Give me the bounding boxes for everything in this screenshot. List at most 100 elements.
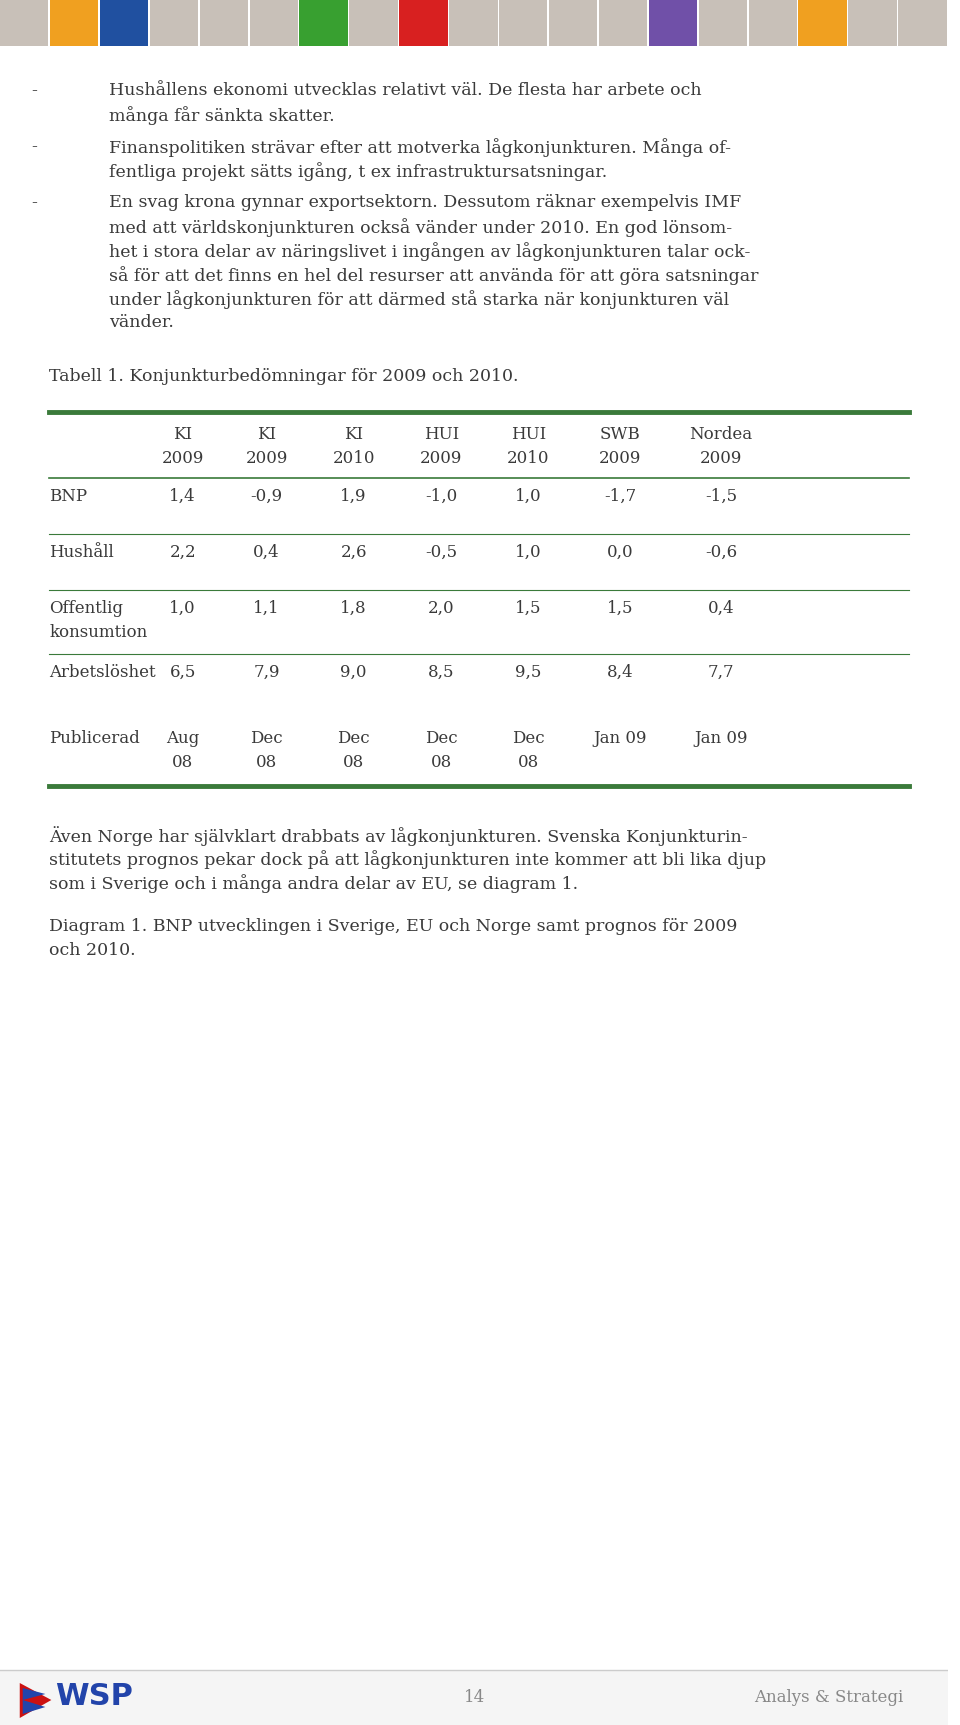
Text: 2009: 2009 <box>161 450 204 467</box>
Text: vänder.: vänder. <box>108 314 174 331</box>
Text: 2010: 2010 <box>507 450 550 467</box>
Text: SWB: SWB <box>600 426 640 443</box>
Text: 08: 08 <box>431 754 452 771</box>
Text: 2010: 2010 <box>332 450 374 467</box>
Text: Hushållens ekonomi utvecklas relativt väl. De flesta har arbete och: Hushållens ekonomi utvecklas relativt vä… <box>108 83 701 98</box>
Text: Publicerad: Publicerad <box>49 730 140 747</box>
Text: 1,5: 1,5 <box>607 600 634 618</box>
Text: 7,7: 7,7 <box>708 664 734 681</box>
Polygon shape <box>23 1689 45 1701</box>
Bar <box>399 0 447 47</box>
Text: med att världskonjunkturen också vänder under 2010. En god lönsom-: med att världskonjunkturen också vänder … <box>108 217 732 236</box>
Bar <box>349 0 397 47</box>
Bar <box>749 0 797 47</box>
Text: 2009: 2009 <box>420 450 463 467</box>
Text: 0,4: 0,4 <box>708 600 734 618</box>
Text: Offentlig: Offentlig <box>49 600 124 618</box>
Text: 1,8: 1,8 <box>340 600 367 618</box>
Text: 9,0: 9,0 <box>341 664 367 681</box>
Text: KI: KI <box>173 426 192 443</box>
Text: Aug: Aug <box>166 730 200 747</box>
Text: 1,0: 1,0 <box>516 488 541 505</box>
Text: Finanspolitiken strävar efter att motverka lågkonjunkturen. Många of-: Finanspolitiken strävar efter att motver… <box>108 138 731 157</box>
Text: Hushåll: Hushåll <box>49 543 114 561</box>
Bar <box>300 0 348 47</box>
Text: 1,9: 1,9 <box>341 488 367 505</box>
Bar <box>699 0 747 47</box>
Text: 2,2: 2,2 <box>169 543 196 561</box>
Text: 08: 08 <box>343 754 364 771</box>
Bar <box>899 0 947 47</box>
Text: och 2010.: och 2010. <box>49 942 136 959</box>
Bar <box>549 0 597 47</box>
Text: som i Sverige och i många andra delar av EU, se diagram 1.: som i Sverige och i många andra delar av… <box>49 875 579 894</box>
Text: -1,0: -1,0 <box>425 488 458 505</box>
Text: Dec: Dec <box>337 730 370 747</box>
Text: WSP: WSP <box>56 1682 133 1711</box>
Text: många får sänkta skatter.: många får sänkta skatter. <box>108 105 334 124</box>
Bar <box>50 0 98 47</box>
Text: fentliga projekt sätts igång, t ex infrastruktursatsningar.: fentliga projekt sätts igång, t ex infra… <box>108 162 607 181</box>
Text: BNP: BNP <box>49 488 87 505</box>
Text: 1,4: 1,4 <box>169 488 196 505</box>
Text: 1,1: 1,1 <box>253 600 280 618</box>
Text: 8,5: 8,5 <box>428 664 455 681</box>
Text: 08: 08 <box>172 754 193 771</box>
Text: 9,5: 9,5 <box>516 664 541 681</box>
Text: HUI: HUI <box>511 426 546 443</box>
Bar <box>200 0 248 47</box>
Text: Analys & Strategi: Analys & Strategi <box>755 1689 903 1706</box>
Text: 2009: 2009 <box>700 450 742 467</box>
Text: -: - <box>32 83 37 98</box>
Text: Nordea: Nordea <box>689 426 753 443</box>
Text: 0,0: 0,0 <box>607 543 634 561</box>
Text: 1,0: 1,0 <box>516 543 541 561</box>
Bar <box>100 0 148 47</box>
Text: -1,5: -1,5 <box>705 488 737 505</box>
Text: så för att det finns en hel del resurser att använda för att göra satsningar: så för att det finns en hel del resurser… <box>108 266 758 285</box>
Text: En svag krona gynnar exportsektorn. Dessutom räknar exempelvis IMF: En svag krona gynnar exportsektorn. Dess… <box>108 193 741 210</box>
Text: -: - <box>32 193 37 210</box>
Text: -0,9: -0,9 <box>251 488 283 505</box>
Text: het i stora delar av näringslivet i ingången av lågkonjunkturen talar ock-: het i stora delar av näringslivet i ingå… <box>108 242 750 260</box>
Text: 8,4: 8,4 <box>607 664 634 681</box>
Text: -0,5: -0,5 <box>425 543 458 561</box>
Text: Diagram 1. BNP utvecklingen i Sverige, EU och Norge samt prognos för 2009: Diagram 1. BNP utvecklingen i Sverige, E… <box>49 918 737 935</box>
Bar <box>0 0 48 47</box>
Text: stitutets prognos pekar dock på att lågkonjunkturen inte kommer att bli lika dju: stitutets prognos pekar dock på att lågk… <box>49 850 766 869</box>
Bar <box>0 1670 948 1725</box>
Bar <box>849 0 897 47</box>
Text: -1,7: -1,7 <box>604 488 636 505</box>
Text: Arbetslöshet: Arbetslöshet <box>49 664 156 681</box>
Text: under lågkonjunkturen för att därmed stå starka när konjunkturen väl: under lågkonjunkturen för att därmed stå… <box>108 290 729 309</box>
Text: HUI: HUI <box>424 426 459 443</box>
Bar <box>150 0 198 47</box>
Text: 0,4: 0,4 <box>253 543 280 561</box>
Text: 6,5: 6,5 <box>170 664 196 681</box>
Text: 08: 08 <box>256 754 277 771</box>
Text: Jan 09: Jan 09 <box>694 730 748 747</box>
Text: -: - <box>32 138 37 155</box>
Text: 1,0: 1,0 <box>169 600 196 618</box>
Text: Dec: Dec <box>251 730 283 747</box>
Text: KI: KI <box>257 426 276 443</box>
Polygon shape <box>20 1684 51 1718</box>
Text: 2009: 2009 <box>246 450 288 467</box>
Text: 1,5: 1,5 <box>516 600 541 618</box>
Text: Jan 09: Jan 09 <box>593 730 647 747</box>
Text: 14: 14 <box>464 1689 485 1706</box>
Polygon shape <box>23 1701 45 1715</box>
Text: 7,9: 7,9 <box>253 664 280 681</box>
Bar <box>499 0 547 47</box>
Text: Dec: Dec <box>425 730 458 747</box>
Text: 08: 08 <box>517 754 539 771</box>
Text: KI: KI <box>344 426 363 443</box>
Text: 2,6: 2,6 <box>341 543 367 561</box>
Bar <box>250 0 298 47</box>
Bar <box>449 0 497 47</box>
Bar <box>649 0 697 47</box>
Text: konsumtion: konsumtion <box>49 624 148 642</box>
Text: -0,6: -0,6 <box>705 543 737 561</box>
Text: 2009: 2009 <box>599 450 641 467</box>
Text: Tabell 1. Konjunkturbedömningar för 2009 och 2010.: Tabell 1. Konjunkturbedömningar för 2009… <box>49 367 519 385</box>
